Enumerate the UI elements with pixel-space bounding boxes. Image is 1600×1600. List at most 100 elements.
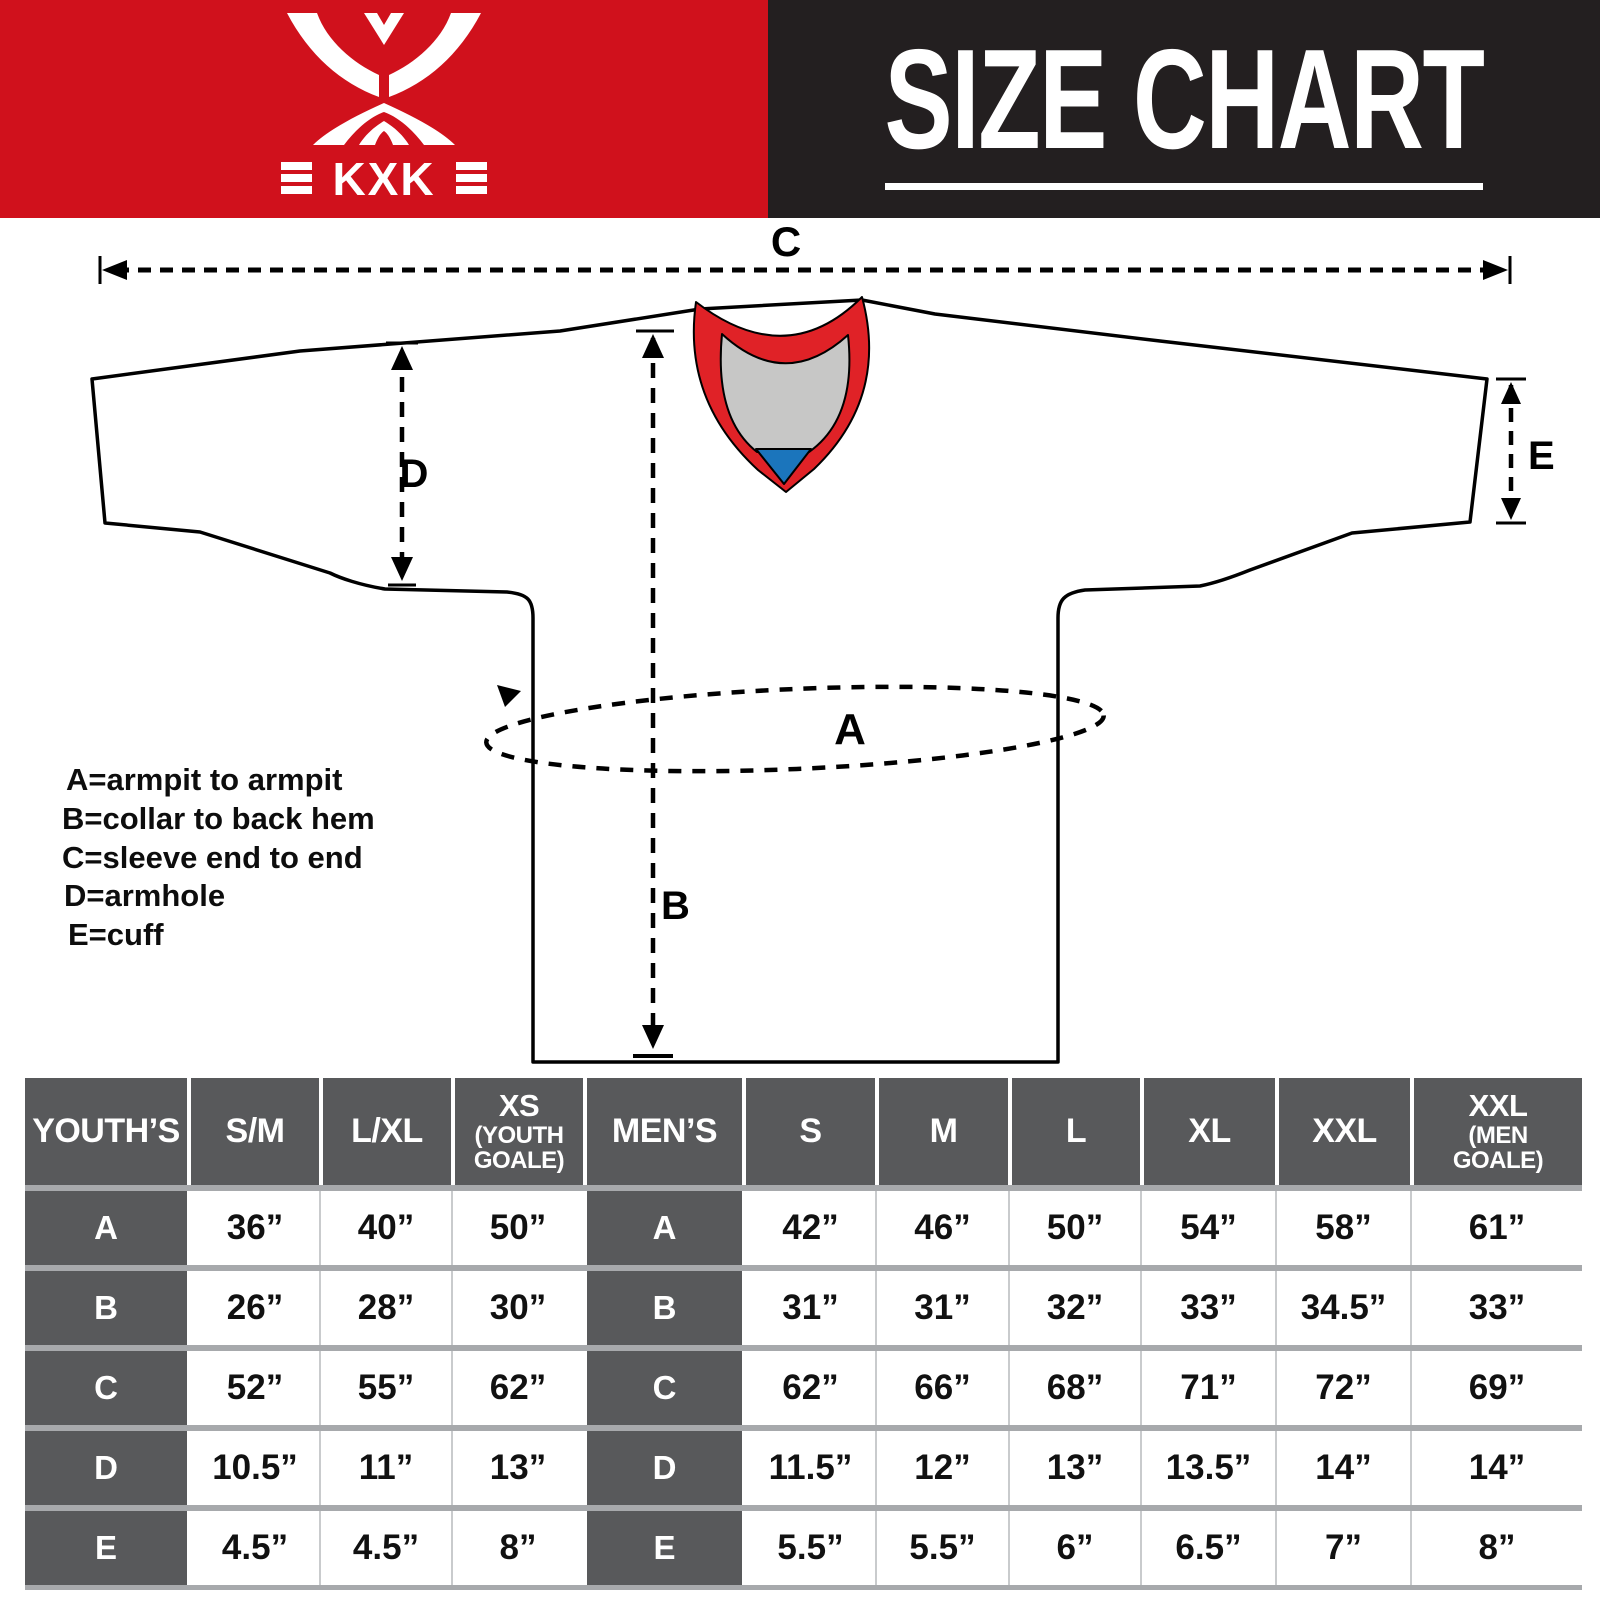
value-cell: 72”: [1275, 1351, 1410, 1425]
arrow-B-label: B: [661, 884, 690, 928]
value: 69”: [1468, 1367, 1526, 1407]
value-cell: 42”: [742, 1191, 875, 1265]
value: 42”: [782, 1207, 839, 1247]
value-cell: 36”: [187, 1191, 319, 1265]
value-cell: 5.5”: [742, 1511, 875, 1585]
value: 55”: [357, 1367, 415, 1407]
header-label: L: [1065, 1111, 1087, 1150]
value: 5.5”: [777, 1527, 844, 1567]
jersey-measurement-diagram: C D: [0, 218, 1600, 1078]
header-label: YOUTH’S: [32, 1111, 180, 1150]
value: 33”: [1468, 1287, 1526, 1327]
header-label: XXL: [1468, 1088, 1528, 1124]
arrow-C: [98, 256, 1512, 284]
value: 13”: [1046, 1447, 1104, 1487]
kxk-logo-text: KXK: [332, 153, 435, 205]
legend-line-b: B=collar to back hem: [62, 801, 375, 836]
row-label: D: [652, 1448, 677, 1486]
header-cell-youth-goalie: XS (YOUTH GOALE): [451, 1078, 583, 1185]
value-cell: 33”: [1140, 1271, 1275, 1345]
value: 31”: [782, 1287, 839, 1327]
value: 4.5”: [221, 1527, 289, 1567]
arrow-D-label: D: [400, 452, 429, 496]
value-cell: 8”: [451, 1511, 583, 1585]
row-label: C: [94, 1368, 118, 1406]
value-cell: 10.5”: [187, 1431, 319, 1505]
row-label: D: [94, 1448, 118, 1486]
header-label: S: [799, 1111, 822, 1150]
value-cell: 4.5”: [319, 1511, 451, 1585]
row-label: B: [652, 1288, 677, 1326]
page-title: SIZE CHART: [884, 19, 1484, 179]
value: 50”: [1046, 1207, 1104, 1247]
value-cell: 4.5”: [187, 1511, 319, 1585]
table-row-E: E 4.5” 4.5” 8” E 5.5” 5.5” 6” 6.5” 7” 8”: [25, 1511, 1582, 1585]
value: 26”: [226, 1287, 284, 1327]
header-label: XXL: [1312, 1111, 1377, 1150]
header-cell-men-goalie: XXL (MEN GOALE): [1410, 1078, 1582, 1185]
row-label: A: [652, 1208, 677, 1246]
value-cell: 14”: [1410, 1431, 1582, 1505]
value: 31”: [914, 1287, 971, 1327]
value: 33”: [1180, 1287, 1237, 1327]
header-label: MEN’S: [611, 1111, 718, 1150]
value-cell: 34.5”: [1275, 1271, 1410, 1345]
value: 11”: [358, 1447, 414, 1487]
collar: [692, 296, 871, 493]
table-header-row: YOUTH’S S/M L/XL XS (YOUTH GOALE) MEN’S …: [25, 1078, 1582, 1185]
value: 8”: [499, 1527, 537, 1567]
table-row-D: D 10.5” 11” 13” D 11.5” 12” 13” 13.5” 14…: [25, 1431, 1582, 1505]
value: 66”: [914, 1367, 971, 1407]
value-cell: 62”: [742, 1351, 875, 1425]
value-cell: 8”: [1410, 1511, 1582, 1585]
value: 52”: [226, 1367, 284, 1407]
value: 28”: [357, 1287, 415, 1327]
header-cell: M: [875, 1078, 1008, 1185]
header-label: L/XL: [351, 1111, 423, 1150]
row-label-cell: A: [583, 1191, 742, 1265]
value: 32”: [1046, 1287, 1104, 1327]
value-cell: 13”: [1008, 1431, 1140, 1505]
value-cell: 30”: [451, 1271, 583, 1345]
value-cell: 26”: [187, 1271, 319, 1345]
value: 8”: [1478, 1527, 1516, 1567]
value-cell: 13”: [451, 1431, 583, 1505]
value-cell: 6”: [1008, 1511, 1140, 1585]
value: 13”: [489, 1447, 547, 1487]
title-panel: SIZE CHART: [768, 0, 1600, 218]
row-label-cell: C: [25, 1351, 187, 1425]
value-cell: 69”: [1410, 1351, 1582, 1425]
value-cell: 7”: [1275, 1511, 1410, 1585]
value: 71”: [1180, 1367, 1237, 1407]
value-cell: 31”: [875, 1271, 1008, 1345]
header-sublabel: (YOUTH: [474, 1121, 565, 1149]
header-cell: L: [1008, 1078, 1140, 1185]
value-cell: 52”: [187, 1351, 319, 1425]
arrow-C-label: C: [771, 218, 801, 265]
row-label: C: [652, 1368, 677, 1406]
header-sublabel: (MEN: [1468, 1121, 1528, 1149]
value: 62”: [489, 1367, 547, 1407]
legend-line-a: A=armpit to armpit: [66, 762, 342, 797]
value: 50”: [489, 1207, 547, 1247]
value-cell: 71”: [1140, 1351, 1275, 1425]
value-cell: 55”: [319, 1351, 451, 1425]
value: 46”: [914, 1207, 971, 1247]
value: 61”: [1468, 1207, 1526, 1247]
value-cell: 54”: [1140, 1191, 1275, 1265]
row-label: E: [653, 1528, 676, 1566]
value: 10.5”: [212, 1447, 298, 1487]
arrow-B: [633, 329, 674, 1058]
row-label-cell: D: [25, 1431, 187, 1505]
row-label-cell: A: [25, 1191, 187, 1265]
value-cell: 32”: [1008, 1271, 1140, 1345]
value-cell: 33”: [1410, 1271, 1582, 1345]
header-cell-mens: MEN’S: [583, 1078, 742, 1185]
value-cell: 68”: [1008, 1351, 1140, 1425]
size-table: YOUTH’S S/M L/XL XS (YOUTH GOALE) MEN’S …: [25, 1078, 1582, 1590]
jersey-outline: [90, 298, 1489, 1064]
value-cell: 13.5”: [1140, 1431, 1275, 1505]
arrow-D: [386, 341, 418, 587]
value: 6.5”: [1175, 1527, 1242, 1567]
